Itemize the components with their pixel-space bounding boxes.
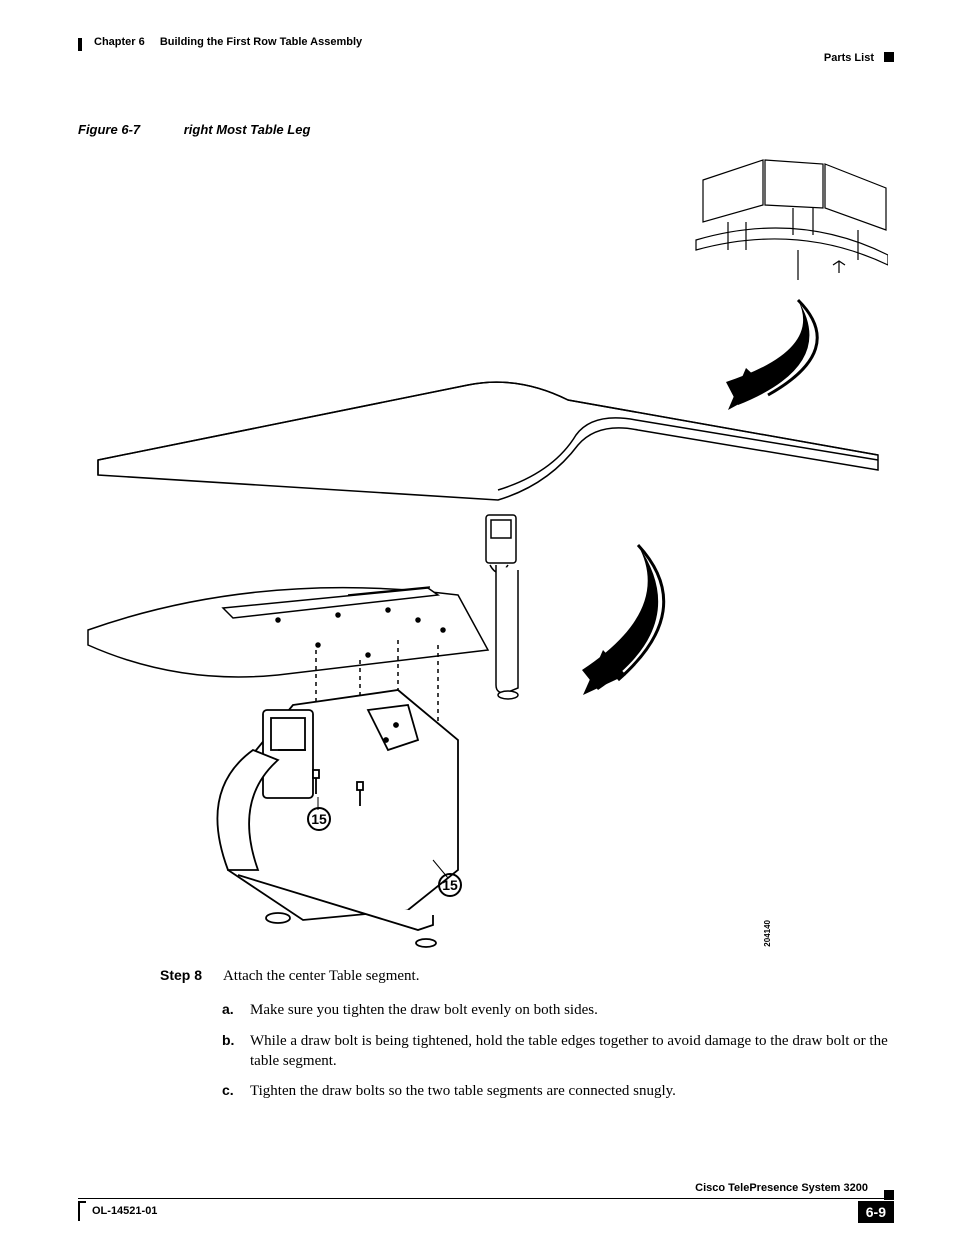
step-label: Step 8 [160, 966, 220, 985]
callout-15-left: 15 [307, 807, 331, 831]
section-header: Parts List [824, 52, 874, 64]
figure-number: Figure 6-7 [78, 122, 140, 137]
footer-left-bracket-icon [78, 1201, 86, 1221]
page-number: 6-9 [858, 1201, 894, 1223]
figure-diagram [78, 150, 888, 950]
footer-docnum: OL-14521-01 [92, 1205, 157, 1217]
step-text: Attach the center Table segment. [223, 968, 420, 984]
substep-c: c. Tighten the draw bolts so the two tab… [222, 1081, 898, 1101]
header-rule-mark [78, 38, 82, 51]
chapter-number: Chapter 6 [94, 36, 145, 48]
figure-title: right Most Table Leg [184, 122, 311, 137]
footer-product-title: Cisco TelePresence System 3200 [78, 1182, 868, 1194]
substep-a: a. Make sure you tighten the draw bolt e… [222, 1000, 898, 1020]
substep-b: b. While a draw bolt is being tightened,… [222, 1031, 898, 1072]
callout-circle: 15 [307, 807, 331, 831]
substep-text: While a draw bolt is being tightened, ho… [250, 1031, 898, 1072]
substep-letter: b. [222, 1031, 250, 1072]
substep-letter: c. [222, 1081, 250, 1101]
figure-caption: Figure 6-7 right Most Table Leg [78, 122, 310, 137]
substep-text: Tighten the draw bolts so the two table … [250, 1081, 898, 1101]
substep-letter: a. [222, 1000, 250, 1020]
page-footer: Cisco TelePresence System 3200 OL-14521-… [78, 1182, 894, 1199]
substep-text: Make sure you tighten the draw bolt even… [250, 1000, 898, 1020]
step-block: Step 8 Attach the center Table segment. … [160, 966, 898, 1111]
callout-15-right: 15 [438, 873, 462, 897]
diagram-id: 204140 [763, 920, 772, 947]
callout-circle: 15 [438, 873, 462, 897]
footer-right-square-icon [884, 1190, 894, 1200]
chapter-title: Building the First Row Table Assembly [160, 36, 362, 48]
section-square-icon [884, 52, 894, 62]
chapter-header: Chapter 6 Building the First Row Table A… [94, 36, 362, 48]
table-leg-diagram-svg [78, 150, 888, 950]
step-line: Step 8 Attach the center Table segment. [160, 966, 898, 986]
